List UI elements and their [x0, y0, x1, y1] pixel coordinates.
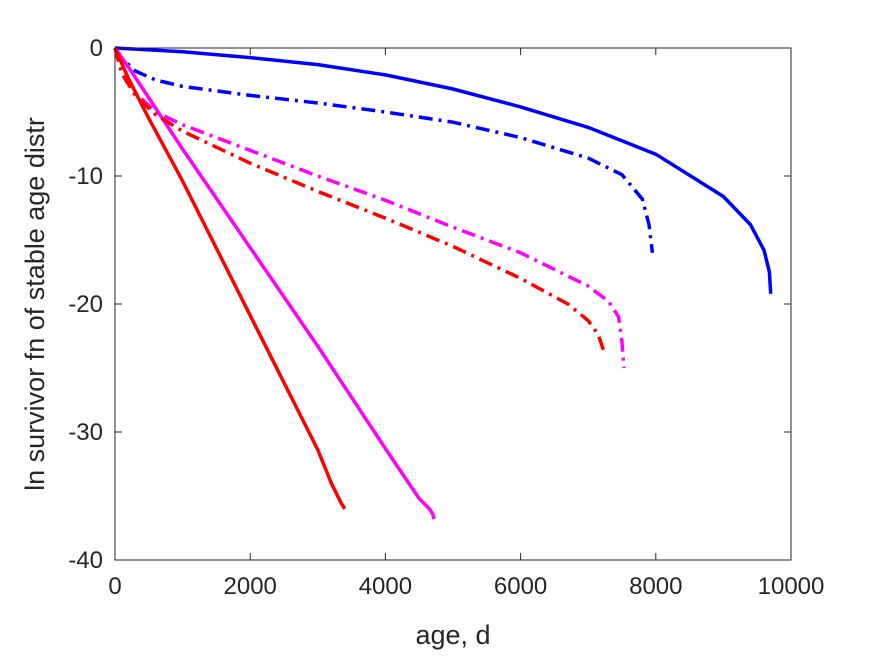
plot-area [115, 48, 791, 560]
x-tick-label: 4000 [359, 573, 412, 600]
x-tick-label: 0 [108, 573, 121, 600]
y-tick-label: -40 [68, 547, 103, 574]
series-layer [113, 46, 773, 520]
plot-background [115, 48, 791, 560]
y-tick-label: -20 [68, 291, 103, 318]
x-tick-label: 8000 [629, 573, 682, 600]
axes-layer: 0 2000 4000 6000 8000 10000 0 -10 -20 -30 -40 [68, 35, 824, 600]
x-axis-title: age, d [415, 620, 490, 650]
y-tick-label: -10 [68, 163, 103, 190]
series-line-6 [113, 47, 607, 356]
y-tick-label: 0 [90, 35, 103, 62]
x-tick-label: 6000 [494, 573, 547, 600]
series-line-4 [113, 47, 626, 369]
x-tick-label: 2000 [224, 573, 277, 600]
series-line-2 [113, 47, 655, 254]
series-line-5 [113, 47, 347, 510]
series-line-1 [114, 46, 773, 294]
x-tick-label: 10000 [758, 573, 825, 600]
y-axis-title: ln survivor fn of stable age distr [20, 117, 50, 491]
y-tick-label: -30 [68, 419, 103, 446]
series-line-3 [113, 46, 436, 520]
